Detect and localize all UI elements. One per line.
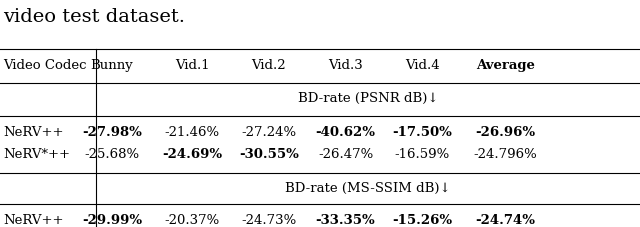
Text: Video Codec: Video Codec xyxy=(3,59,86,72)
Text: -15.26%: -15.26% xyxy=(392,214,452,227)
Text: -27.98%: -27.98% xyxy=(82,126,142,139)
Text: -27.24%: -27.24% xyxy=(241,126,296,139)
Text: -16.59%: -16.59% xyxy=(395,148,450,161)
Text: BD-rate (PSNR dB)↓: BD-rate (PSNR dB)↓ xyxy=(298,92,438,105)
Text: -33.35%: -33.35% xyxy=(316,214,376,227)
Text: -24.73%: -24.73% xyxy=(241,214,296,227)
Text: -17.50%: -17.50% xyxy=(392,126,452,139)
Text: -24.69%: -24.69% xyxy=(162,148,222,161)
Text: NeRV++: NeRV++ xyxy=(3,214,64,227)
Text: -40.62%: -40.62% xyxy=(316,126,376,139)
Text: Vid.1: Vid.1 xyxy=(175,59,209,72)
Text: -26.47%: -26.47% xyxy=(318,148,373,161)
Text: video test dataset.: video test dataset. xyxy=(3,8,185,26)
Text: -21.46%: -21.46% xyxy=(164,126,220,139)
Text: BD-rate (MS-SSIM dB)↓: BD-rate (MS-SSIM dB)↓ xyxy=(285,181,451,195)
Text: Average: Average xyxy=(476,59,535,72)
Text: Vid.4: Vid.4 xyxy=(405,59,440,72)
Text: -30.55%: -30.55% xyxy=(239,148,299,161)
Text: -26.96%: -26.96% xyxy=(476,126,536,139)
Text: -24.74%: -24.74% xyxy=(476,214,536,227)
Text: -24.796%: -24.796% xyxy=(474,148,538,161)
Text: -20.37%: -20.37% xyxy=(164,214,220,227)
Text: NeRV++: NeRV++ xyxy=(3,126,64,139)
Text: -29.99%: -29.99% xyxy=(82,214,142,227)
Text: Bunny: Bunny xyxy=(91,59,133,72)
Text: Vid.3: Vid.3 xyxy=(328,59,363,72)
Text: -25.68%: -25.68% xyxy=(84,148,140,161)
Text: Vid.2: Vid.2 xyxy=(252,59,286,72)
Text: NeRV*++: NeRV*++ xyxy=(3,148,70,161)
